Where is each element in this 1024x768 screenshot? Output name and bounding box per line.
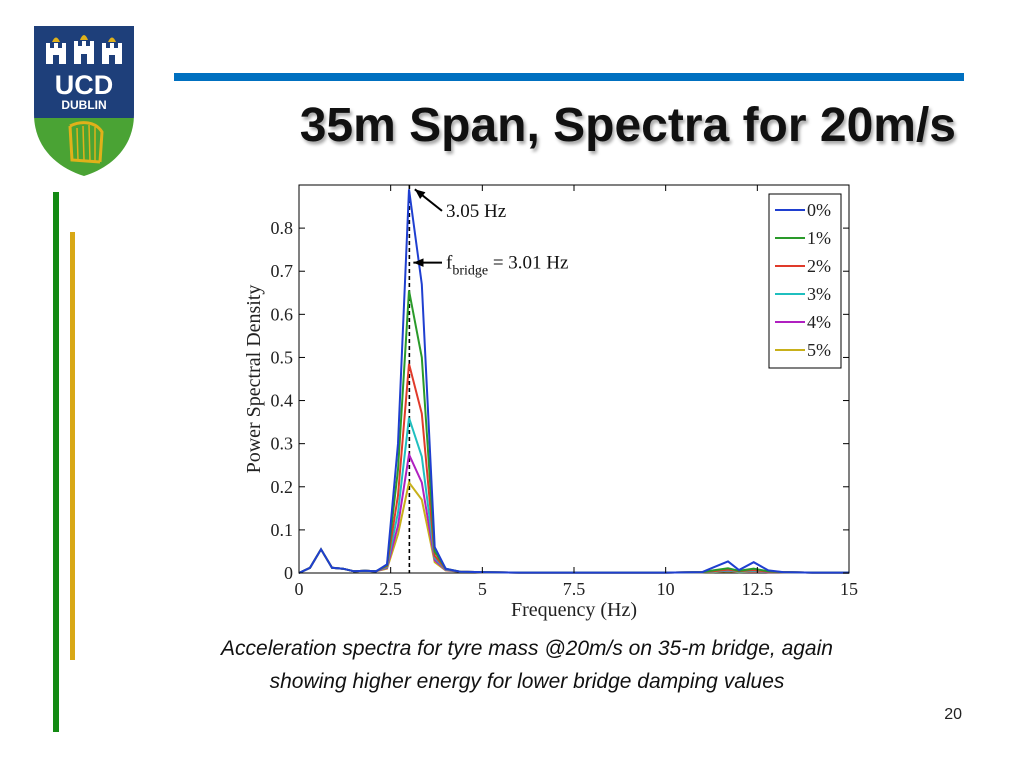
y-tick-label: 0.4 xyxy=(271,391,294,411)
legend-entry: 0% xyxy=(807,200,831,220)
psd-chart: 0 2.5 5 7.5 10 12.5 15 0 0.1 0.2 0.3 0.4 0.5 0.6 0.7 0… xyxy=(243,184,858,621)
legend-entry: 5% xyxy=(807,340,831,360)
legend-entry: 3% xyxy=(807,284,831,304)
caption-line-1: Acceleration spectra for tyre mass @20m/… xyxy=(221,637,833,660)
slide-caption: Acceleration spectra for tyre mass @20m/… xyxy=(120,632,934,698)
logo-text-dublin: DUBLIN xyxy=(61,98,106,112)
annotation-bridge-main: f xyxy=(446,253,453,274)
legend-entry: 4% xyxy=(807,312,831,332)
plot-area xyxy=(298,184,850,574)
x-axis-label: Frequency (Hz) xyxy=(511,599,637,621)
slide-title: 35m Span, Spectra for 20m/s xyxy=(299,99,956,152)
logo-text-ucd: UCD xyxy=(55,70,114,100)
y-tick-label: 0.1 xyxy=(271,520,294,540)
x-tick-label: 7.5 xyxy=(563,579,586,599)
annotation-bridge: fbridge = 3.01 Hz xyxy=(446,253,568,279)
annotation-arrow-head xyxy=(414,189,426,199)
title-rule xyxy=(174,73,964,81)
y-tick-label: 0.2 xyxy=(271,477,294,497)
caption-line-2: showing higher energy for lower bridge d… xyxy=(269,670,785,693)
annotation-arrow-head xyxy=(413,258,424,267)
x-tick-label: 2.5 xyxy=(379,579,402,599)
series-line-0pct xyxy=(298,189,849,574)
annotation-bridge-tail: = 3.01 Hz xyxy=(488,253,568,274)
ucd-logo: UCD DUBLIN xyxy=(34,26,134,176)
y-tick-label: 0.3 xyxy=(271,434,294,454)
y-tick-label: 0.5 xyxy=(271,347,294,367)
annotation-bridge-sub: bridge xyxy=(452,264,488,279)
x-tick-label: 0 xyxy=(295,579,304,599)
x-tick-label: 5 xyxy=(478,579,487,599)
legend-entry: 1% xyxy=(807,228,831,248)
harp-icon xyxy=(68,121,104,164)
y-tick-label: 0.7 xyxy=(271,261,294,281)
y-axis-label: Power Spectral Density xyxy=(243,285,265,474)
y-tick-label: 0.8 xyxy=(271,218,294,238)
annotation-peak: 3.05 Hz xyxy=(446,201,506,222)
x-tick-label: 12.5 xyxy=(742,579,774,599)
green-accent-bar xyxy=(53,192,59,732)
page-number: 20 xyxy=(944,706,962,723)
x-tick-label: 10 xyxy=(657,579,675,599)
gold-accent-bar xyxy=(70,232,75,660)
legend-entry: 2% xyxy=(807,256,831,276)
x-tick-label: 15 xyxy=(840,579,858,599)
y-tick-label: 0 xyxy=(284,563,293,583)
legend-box xyxy=(768,193,842,369)
y-tick-label: 0.6 xyxy=(271,304,294,324)
